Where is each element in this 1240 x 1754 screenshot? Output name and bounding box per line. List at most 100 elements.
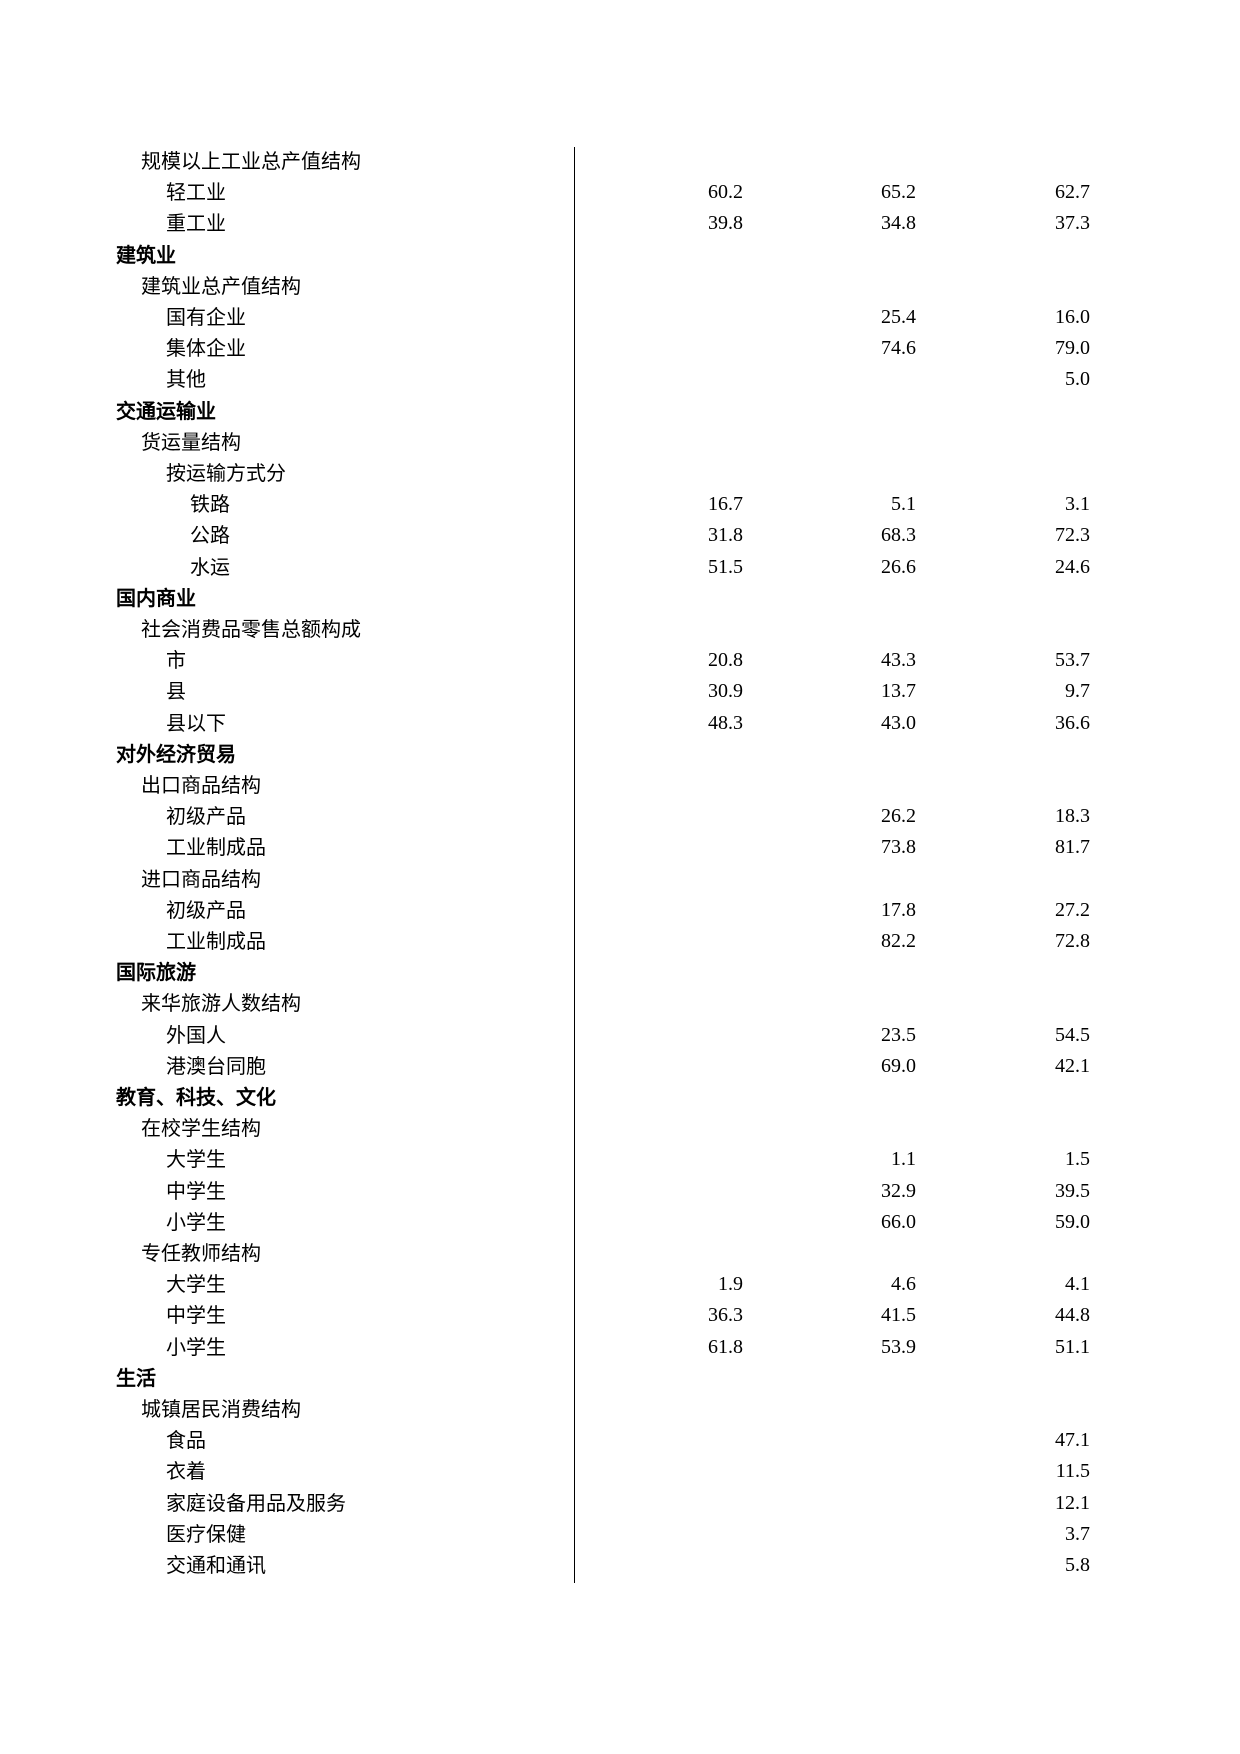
- cell-value: 5.0: [1065, 368, 1090, 391]
- row-label: 来华旅游人数结构: [141, 991, 301, 1016]
- row-label: 交通和通讯: [166, 1553, 266, 1577]
- table-row: 轻工业 60.2 65.2 62.7: [0, 177, 1240, 208]
- row-label: 大学生: [166, 1272, 226, 1297]
- row-label: 大学生: [166, 1147, 226, 1172]
- cell-value: 51.1: [1055, 1335, 1090, 1358]
- table-row: 按运输方式分: [0, 458, 1240, 489]
- cell-value: 54.5: [1055, 1023, 1090, 1046]
- table-row: 小学生 66.0 59.0: [0, 1207, 1240, 1238]
- cell-value: 32.9: [881, 1179, 916, 1202]
- cell-value: 20.8: [708, 649, 743, 672]
- table-row: 工业制成品 73.8 81.7: [0, 832, 1240, 863]
- row-label: 规模以上工业总产值结构: [141, 149, 361, 173]
- row-label: 港澳台同胞: [166, 1053, 266, 1078]
- row-label: 出口商品结构: [141, 773, 261, 797]
- cell-value: 24.6: [1055, 555, 1090, 578]
- table-row: 工业制成品 82.2 72.8: [0, 926, 1240, 957]
- row-label: 建筑业总产值结构: [141, 273, 301, 298]
- column-divider: [574, 147, 575, 1583]
- section-row: 交通运输业: [0, 396, 1240, 427]
- cell-value: 34.8: [881, 212, 916, 235]
- cell-value: 9.7: [1065, 680, 1090, 703]
- table-row: 医疗保健 3.7: [0, 1519, 1240, 1550]
- row-label: 工业制成品: [166, 835, 266, 860]
- table-row: 重工业 39.8 34.8 37.3: [0, 208, 1240, 239]
- cell-value: 16.0: [1055, 306, 1090, 328]
- row-label: 国际旅游: [116, 960, 196, 985]
- cell-value: 82.2: [881, 930, 916, 952]
- row-label: 初级产品: [166, 804, 246, 829]
- row-label: 衣着: [166, 1459, 206, 1484]
- table-row: 县以下 48.3 43.0 36.6: [0, 708, 1240, 739]
- cell-value: 36.3: [708, 1304, 743, 1327]
- cell-value: 43.3: [881, 649, 916, 672]
- table-row: 出口商品结构: [0, 770, 1240, 801]
- table-row: 来华旅游人数结构: [0, 988, 1240, 1019]
- row-label: 集体企业: [166, 336, 246, 361]
- table-row: 建筑业总产值结构: [0, 271, 1240, 302]
- cell-value: 31.8: [708, 524, 743, 547]
- section-row: 国内商业: [0, 583, 1240, 614]
- row-label: 按运输方式分: [166, 461, 286, 485]
- row-label: 铁路: [190, 492, 230, 517]
- table-row: 外国人 23.5 54.5: [0, 1020, 1240, 1051]
- cell-value: 36.6: [1055, 711, 1090, 734]
- cell-value: 48.3: [708, 711, 743, 734]
- cell-value: 81.7: [1055, 836, 1090, 859]
- cell-value: 5.1: [891, 493, 916, 516]
- cell-value: 39.5: [1055, 1179, 1090, 1202]
- table-row: 县 30.9 13.7 9.7: [0, 676, 1240, 707]
- cell-value: 42.1: [1055, 1054, 1090, 1077]
- row-label: 初级产品: [166, 897, 246, 922]
- cell-value: 30.9: [708, 680, 743, 703]
- row-label: 工业制成品: [166, 929, 266, 953]
- cell-value: 16.7: [708, 493, 743, 516]
- table-row: 市 20.8 43.3 53.7: [0, 645, 1240, 676]
- row-label: 专任教师结构: [141, 1241, 261, 1265]
- cell-value: 26.2: [881, 805, 916, 828]
- section-row: 生活: [0, 1363, 1240, 1394]
- row-label: 教育、科技、文化: [116, 1085, 276, 1109]
- cell-value: 23.5: [881, 1023, 916, 1046]
- cell-value: 59.0: [1055, 1210, 1090, 1233]
- cell-value: 53.7: [1055, 649, 1090, 672]
- row-label: 在校学生结构: [141, 1116, 261, 1141]
- table-row: 初级产品 26.2 18.3: [0, 801, 1240, 832]
- row-label: 医疗保健: [166, 1521, 246, 1546]
- section-row: 教育、科技、文化: [0, 1082, 1240, 1113]
- cell-value: 18.3: [1055, 805, 1090, 828]
- section-row: 建筑业: [0, 240, 1240, 271]
- cell-value: 69.0: [881, 1054, 916, 1077]
- row-label: 小学生: [166, 1209, 226, 1234]
- row-label: 家庭设备用品及服务: [166, 1490, 346, 1515]
- table-row: 大学生 1.9 4.6 4.1: [0, 1269, 1240, 1300]
- row-label: 进口商品结构: [141, 866, 261, 891]
- row-label: 城镇居民消费结构: [141, 1397, 301, 1421]
- table-row: 交通和通讯 5.8: [0, 1550, 1240, 1581]
- cell-value: 25.4: [881, 306, 916, 328]
- cell-value: 3.7: [1065, 1522, 1090, 1545]
- row-label: 水运: [190, 554, 230, 579]
- table-row: 港澳台同胞 69.0 42.1: [0, 1051, 1240, 1082]
- table-row: 货运量结构: [0, 427, 1240, 458]
- table-row: 食品 47.1: [0, 1425, 1240, 1456]
- cell-value: 1.9: [718, 1273, 743, 1296]
- cell-value: 44.8: [1055, 1304, 1090, 1327]
- row-label: 对外经济贸易: [116, 741, 236, 766]
- cell-value: 5.8: [1065, 1554, 1090, 1576]
- row-label: 生活: [116, 1365, 156, 1390]
- cell-value: 37.3: [1055, 212, 1090, 235]
- cell-value: 51.5: [708, 555, 743, 578]
- cell-value: 12.1: [1055, 1491, 1090, 1514]
- row-label: 食品: [166, 1428, 206, 1453]
- cell-value: 66.0: [881, 1210, 916, 1233]
- table-row: 其他 5.0: [0, 364, 1240, 395]
- cell-value: 60.2: [708, 181, 743, 204]
- row-label: 市: [166, 648, 186, 673]
- cell-value: 47.1: [1055, 1429, 1090, 1452]
- cell-value: 41.5: [881, 1304, 916, 1327]
- row-label: 外国人: [166, 1022, 226, 1047]
- cell-value: 65.2: [881, 181, 916, 204]
- cell-value: 13.7: [881, 680, 916, 703]
- row-label: 公路: [190, 523, 230, 548]
